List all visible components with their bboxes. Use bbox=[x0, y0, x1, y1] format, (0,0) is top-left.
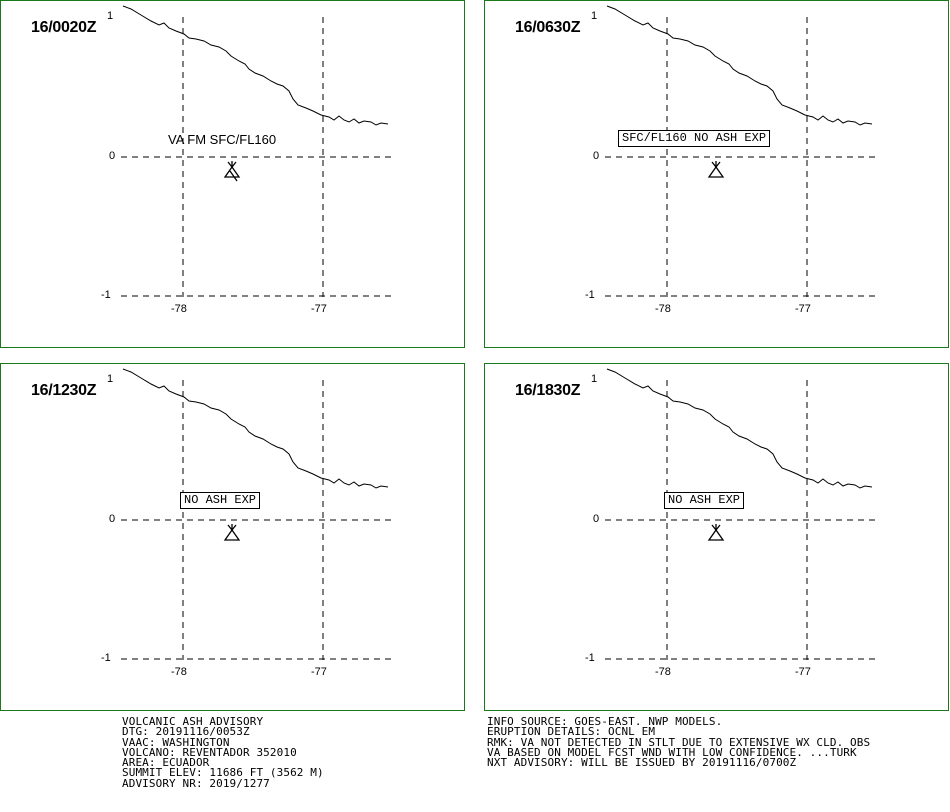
advisory-line: NXT ADVISORY: WILL BE ISSUED BY 20191116… bbox=[487, 756, 797, 770]
lat-tick-0: 0 bbox=[109, 513, 116, 525]
forecast-panel-1230z: 16/1230Z 1 0 -1 -78 -77 NO ASH EXP bbox=[0, 363, 465, 711]
lon-tick-minus77: -77 bbox=[795, 666, 811, 678]
valid-time: 16/1230Z bbox=[31, 382, 97, 399]
advisory-line: VA BASED ON MODEL FCST WND WITH LOW CONF… bbox=[487, 745, 857, 759]
forecast-panel-0630z: 16/0630Z 1 0 -1 -78 -77 SFC/FL160 NO ASH… bbox=[484, 0, 949, 348]
advisory-line: SUMMIT ELEV: 11686 FT (3562 M) bbox=[122, 766, 324, 780]
lon-tick-minus78: -78 bbox=[171, 303, 187, 315]
volcano-triangle-icon bbox=[223, 524, 241, 541]
lat-tick-1: 1 bbox=[107, 10, 114, 22]
coastline-border bbox=[122, 5, 389, 126]
lat-tick-0: 0 bbox=[593, 150, 600, 162]
lat-tick-1: 1 bbox=[107, 373, 114, 385]
valid-time: 16/0630Z bbox=[515, 19, 581, 36]
volcano-triangle-icon bbox=[707, 524, 725, 541]
map-graphics bbox=[605, 5, 875, 297]
lat-tick-0: 0 bbox=[109, 150, 116, 162]
ash-label-box: SFC/FL160 NO ASH EXP bbox=[618, 130, 771, 147]
volcano-triangle-icon bbox=[223, 161, 241, 182]
advisory-line: AREA: ECUADOR bbox=[122, 756, 210, 770]
lat-tick-minus1: -1 bbox=[101, 652, 111, 664]
lat-tick-1: 1 bbox=[591, 10, 598, 22]
coastline-border bbox=[606, 5, 873, 126]
advisory-line: DTG: 20191116/0053Z bbox=[122, 725, 250, 739]
forecast-panel-1830z: 16/1830Z 1 0 -1 -78 -77 NO ASH EXP bbox=[484, 363, 949, 711]
lon-tick-minus77: -77 bbox=[795, 303, 811, 315]
lon-tick-minus77: -77 bbox=[311, 666, 327, 678]
advisory-line: ERUPTION DETAILS: OCNL EM bbox=[487, 725, 656, 739]
advisory-header-block: VOLCANIC ASH ADVISORY DTG: 20191116/0053Z… bbox=[122, 715, 324, 790]
lon-tick-minus78: -78 bbox=[171, 666, 187, 678]
lat-tick-0: 0 bbox=[593, 513, 600, 525]
advisory-line: VOLCANIC ASH ADVISORY bbox=[122, 715, 264, 728]
ash-label-box: NO ASH EXP bbox=[664, 492, 745, 509]
valid-time: 16/1830Z bbox=[515, 382, 581, 399]
advisory-line: RMK: VA NOT DETECTED IN STLT DUE TO EXTE… bbox=[487, 735, 871, 749]
forecast-panel-0020z: 16/0020Z 1 0 -1 -78 -77 VA FM SFC/FL160 bbox=[0, 0, 465, 348]
map-graphics bbox=[121, 5, 391, 297]
advisory-details-block: INFO SOURCE: GOES-EAST. NWP MODELS. ERUPT… bbox=[487, 715, 871, 770]
ash-label: VA FM SFC/FL160 bbox=[168, 132, 277, 147]
advisory-line: ADVISORY NR: 2019/1277 bbox=[122, 776, 270, 790]
advisory-line: VAAC: WASHINGTON bbox=[122, 735, 230, 749]
advisory-line: VOLCANO: REVENTADOR 352010 bbox=[122, 745, 297, 759]
coastline-border bbox=[606, 368, 873, 489]
coastline-border bbox=[122, 368, 389, 489]
volcano-triangle-icon bbox=[707, 161, 725, 178]
map-graphics bbox=[121, 368, 391, 660]
lon-tick-minus77: -77 bbox=[311, 303, 327, 315]
lon-tick-minus78: -78 bbox=[655, 303, 671, 315]
lat-tick-minus1: -1 bbox=[101, 289, 111, 301]
valid-time: 16/0020Z bbox=[31, 19, 97, 36]
ash-label-box: NO ASH EXP bbox=[180, 492, 261, 509]
lat-tick-1: 1 bbox=[591, 373, 598, 385]
lat-tick-minus1: -1 bbox=[585, 289, 595, 301]
lat-tick-minus1: -1 bbox=[585, 652, 595, 664]
map-graphics bbox=[605, 368, 875, 660]
advisory-line: INFO SOURCE: GOES-EAST. NWP MODELS. bbox=[487, 715, 723, 728]
lon-tick-minus78: -78 bbox=[655, 666, 671, 678]
